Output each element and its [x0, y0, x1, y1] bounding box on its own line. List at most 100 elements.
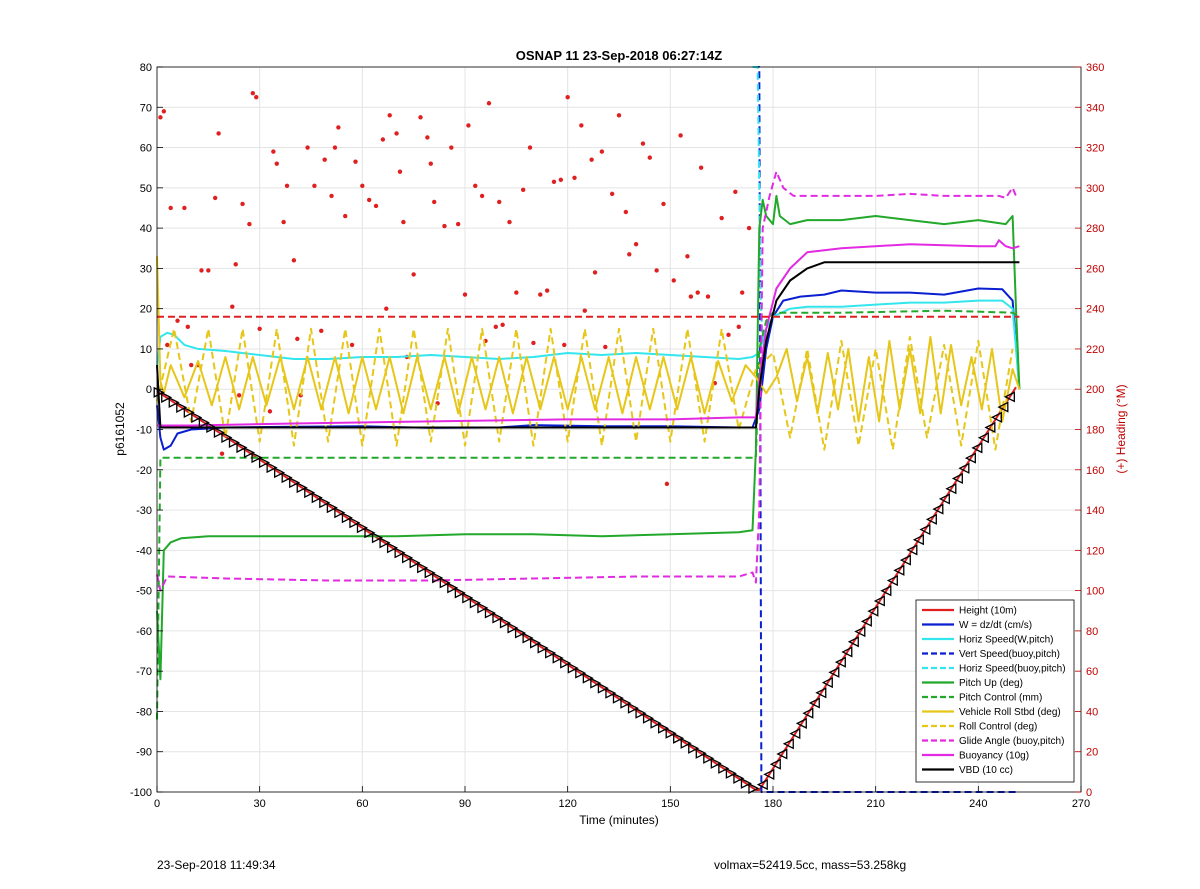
height-marker — [919, 523, 931, 536]
height-marker — [289, 477, 301, 489]
height-marker — [657, 722, 670, 734]
footer-vehicle-info: volmax=52419.5cc, mass=53.258kg — [714, 858, 907, 872]
heading-point — [685, 254, 690, 259]
height-marker — [906, 544, 918, 556]
heading-point — [401, 219, 406, 225]
heading-point — [473, 183, 478, 189]
height-marker — [815, 687, 827, 699]
height-marker — [899, 554, 911, 566]
height-marker — [153, 386, 165, 398]
height-marker — [612, 692, 624, 704]
y-right-tick-label: 100 — [1086, 586, 1104, 598]
heading-point — [349, 342, 355, 348]
heading-point — [428, 161, 433, 166]
heading-point — [640, 141, 646, 146]
heading-point — [281, 219, 286, 225]
height-marker — [274, 467, 286, 479]
height-marker — [206, 421, 218, 434]
heading-point — [219, 451, 225, 456]
series-line — [156, 194, 1021, 681]
height-marker — [198, 416, 210, 429]
heading-point — [497, 199, 502, 205]
height-marker — [710, 757, 722, 769]
height-marker — [552, 652, 564, 664]
height-markers — [153, 386, 1015, 794]
grid-lines — [156, 66, 1082, 793]
heading-point — [247, 221, 252, 227]
heading-point — [199, 268, 204, 273]
heading-point — [633, 242, 639, 247]
height-marker — [243, 446, 256, 459]
heading-point — [329, 193, 334, 199]
height-marker — [349, 517, 361, 529]
heading-point — [343, 213, 348, 219]
heading-point — [627, 252, 632, 257]
heading-point — [462, 292, 468, 297]
y-axis-label: p6161052 — [113, 402, 127, 456]
height-marker — [402, 552, 414, 564]
heading-point — [353, 159, 358, 164]
height-marker — [650, 717, 662, 729]
x-tick-label: 30 — [254, 798, 266, 810]
heading-point — [387, 113, 392, 118]
height-marker — [499, 617, 511, 629]
y-right-tick-label: 360 — [1086, 62, 1104, 74]
height-marker — [221, 431, 233, 444]
y-right-tick-label: 320 — [1086, 143, 1104, 155]
heading-point — [394, 131, 399, 136]
height-marker — [484, 607, 496, 619]
legend-label: Pitch Up (deg) — [959, 678, 1023, 689]
legend-label: Buoyancy (10g) — [959, 751, 1029, 762]
height-marker — [334, 507, 346, 519]
heading-point — [455, 221, 461, 227]
height-marker — [168, 396, 180, 408]
heading-point — [254, 95, 259, 100]
heading-point — [479, 193, 485, 199]
heading-point — [274, 161, 279, 166]
footer-timestamp: 23-Sep-2018 11:49:34 — [157, 858, 276, 872]
height-marker — [841, 646, 853, 658]
legend-label: Glide Angle (buoy,pitch) — [959, 736, 1064, 747]
heading-point — [572, 175, 577, 180]
height-marker — [808, 697, 820, 709]
height-marker — [756, 779, 768, 791]
heading-point — [189, 362, 194, 368]
heading-point — [322, 157, 327, 162]
height-marker — [296, 482, 308, 494]
heading-point — [236, 393, 242, 398]
height-marker — [951, 472, 963, 485]
axes-group: 0 30 60 90 120 150 180 210 240 270-100-90-80-70-6… — [130, 62, 1104, 810]
height-marker — [733, 772, 745, 784]
y-tick-label: 30 — [140, 263, 152, 275]
y-right-axis-label: (+) Heading (°M) — [1114, 384, 1128, 473]
heading-point — [599, 149, 605, 154]
height-marker — [977, 432, 989, 444]
series-line — [156, 170, 1017, 592]
height-marker — [673, 732, 685, 744]
y-tick-label: 50 — [140, 183, 152, 195]
heading-point — [486, 101, 492, 106]
heading-point — [698, 165, 704, 170]
y-tick-label: 80 — [140, 62, 152, 74]
height-marker — [1003, 391, 1015, 403]
y-tick-label: 10 — [140, 344, 152, 356]
y-tick-label: -30 — [136, 505, 152, 517]
height-marker — [530, 637, 542, 649]
x-tick-label: 90 — [459, 798, 471, 810]
series-line — [156, 256, 1021, 423]
height-marker — [997, 401, 1009, 413]
y-right-tick-label: 80 — [1086, 626, 1098, 638]
height-marker — [620, 697, 632, 709]
height-marker — [763, 768, 775, 780]
heading-point — [305, 145, 310, 150]
y-tick-label: -70 — [136, 666, 152, 678]
height-marker — [627, 702, 639, 714]
height-marker — [718, 762, 730, 774]
y-right-tick-label: 0 — [1086, 787, 1092, 799]
heading-point — [616, 113, 622, 118]
height-marker — [964, 452, 976, 464]
y-right-tick-label: 180 — [1086, 425, 1104, 437]
height-marker — [266, 462, 278, 474]
heading-point — [250, 90, 256, 96]
series-line — [156, 299, 1021, 390]
